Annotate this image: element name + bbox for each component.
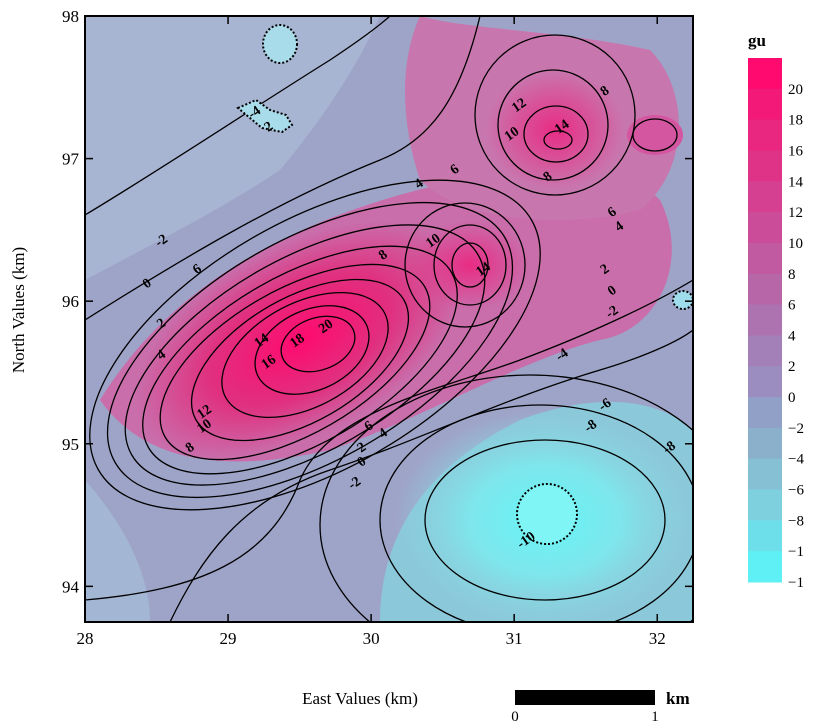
colorbar-label: 16 <box>788 143 804 159</box>
plot-frame <box>84 15 694 623</box>
scale-bar-unit: km <box>666 689 690 708</box>
colorbar-label: 20 <box>788 82 803 98</box>
x-tick-label: 28 <box>77 629 94 648</box>
colorbar-label: −6 <box>788 483 804 499</box>
closed-lows <box>236 24 693 545</box>
colorbar-label: −2 <box>788 421 804 437</box>
y-axis: 94 95 96 97 98 <box>62 7 693 596</box>
x-axis: 28 29 30 31 32 <box>77 16 666 648</box>
colorbar-swatch <box>748 273 782 306</box>
field-ne-high <box>627 115 683 155</box>
y-axis-title: North Values (km) <box>9 247 28 373</box>
colorbar-label: 6 <box>788 298 796 314</box>
colorbar-unit: gu <box>748 31 766 50</box>
colorbar-label: 12 <box>788 205 803 221</box>
field-northwest-low <box>85 16 380 280</box>
colorbar-swatch <box>748 335 782 367</box>
contour-lines <box>85 16 693 622</box>
x-axis-title: East Values (km) <box>302 689 418 708</box>
y-tick-label: 98 <box>62 7 79 26</box>
colorbar-label: 4 <box>788 328 796 344</box>
colorbar-label: −1 <box>788 544 804 560</box>
x-tick-label: 29 <box>220 629 237 648</box>
y-tick-label: 95 <box>62 435 79 454</box>
scale-bar-start-label: 0 <box>511 709 519 725</box>
colorbar-swatch <box>748 397 782 429</box>
x-tick-label: 32 <box>649 629 666 648</box>
colorbar-label: 2 <box>788 359 796 375</box>
colorbar-swatch <box>748 119 782 151</box>
colorbar-label: 14 <box>788 174 804 190</box>
colorbar-label: −1 <box>788 575 804 591</box>
colorbar-swatch <box>748 458 782 491</box>
colorbar-label: 8 <box>788 267 796 283</box>
colorbar-swatch <box>748 304 782 336</box>
colorbar-swatch <box>748 489 782 521</box>
colorbar-label: −4 <box>788 452 804 468</box>
colorbar-swatch <box>748 242 782 275</box>
colorbar-swatch <box>748 181 782 213</box>
x-tick-label: 30 <box>363 629 380 648</box>
colorbar-swatch <box>748 212 782 244</box>
colorbar-label: 10 <box>788 236 803 252</box>
y-tick-label: 94 <box>62 577 80 596</box>
y-tick-label: 97 <box>62 150 80 169</box>
scale-bar-rect <box>515 690 655 705</box>
colorbar-swatch <box>748 520 782 552</box>
scale-bar: km 0 1 <box>511 689 689 725</box>
colorbar-label: 18 <box>788 113 803 129</box>
colorbar-swatch <box>748 366 782 398</box>
scale-bar-end-label: 1 <box>651 709 659 725</box>
contour-field <box>85 16 693 622</box>
field-north-high <box>485 70 625 190</box>
colorbar-swatch <box>748 150 782 182</box>
field-main-high <box>134 220 466 460</box>
colorbar-swatch <box>748 58 782 90</box>
colorbar-swatch <box>748 551 782 583</box>
colorbar-label: −8 <box>788 513 804 529</box>
colorbar-swatch <box>748 88 782 121</box>
colorbar-swatch <box>748 427 782 460</box>
field-southwest <box>85 480 150 622</box>
y-tick-label: 96 <box>62 292 79 311</box>
colorbar-label: 0 <box>788 390 796 406</box>
x-tick-label: 31 <box>506 629 523 648</box>
